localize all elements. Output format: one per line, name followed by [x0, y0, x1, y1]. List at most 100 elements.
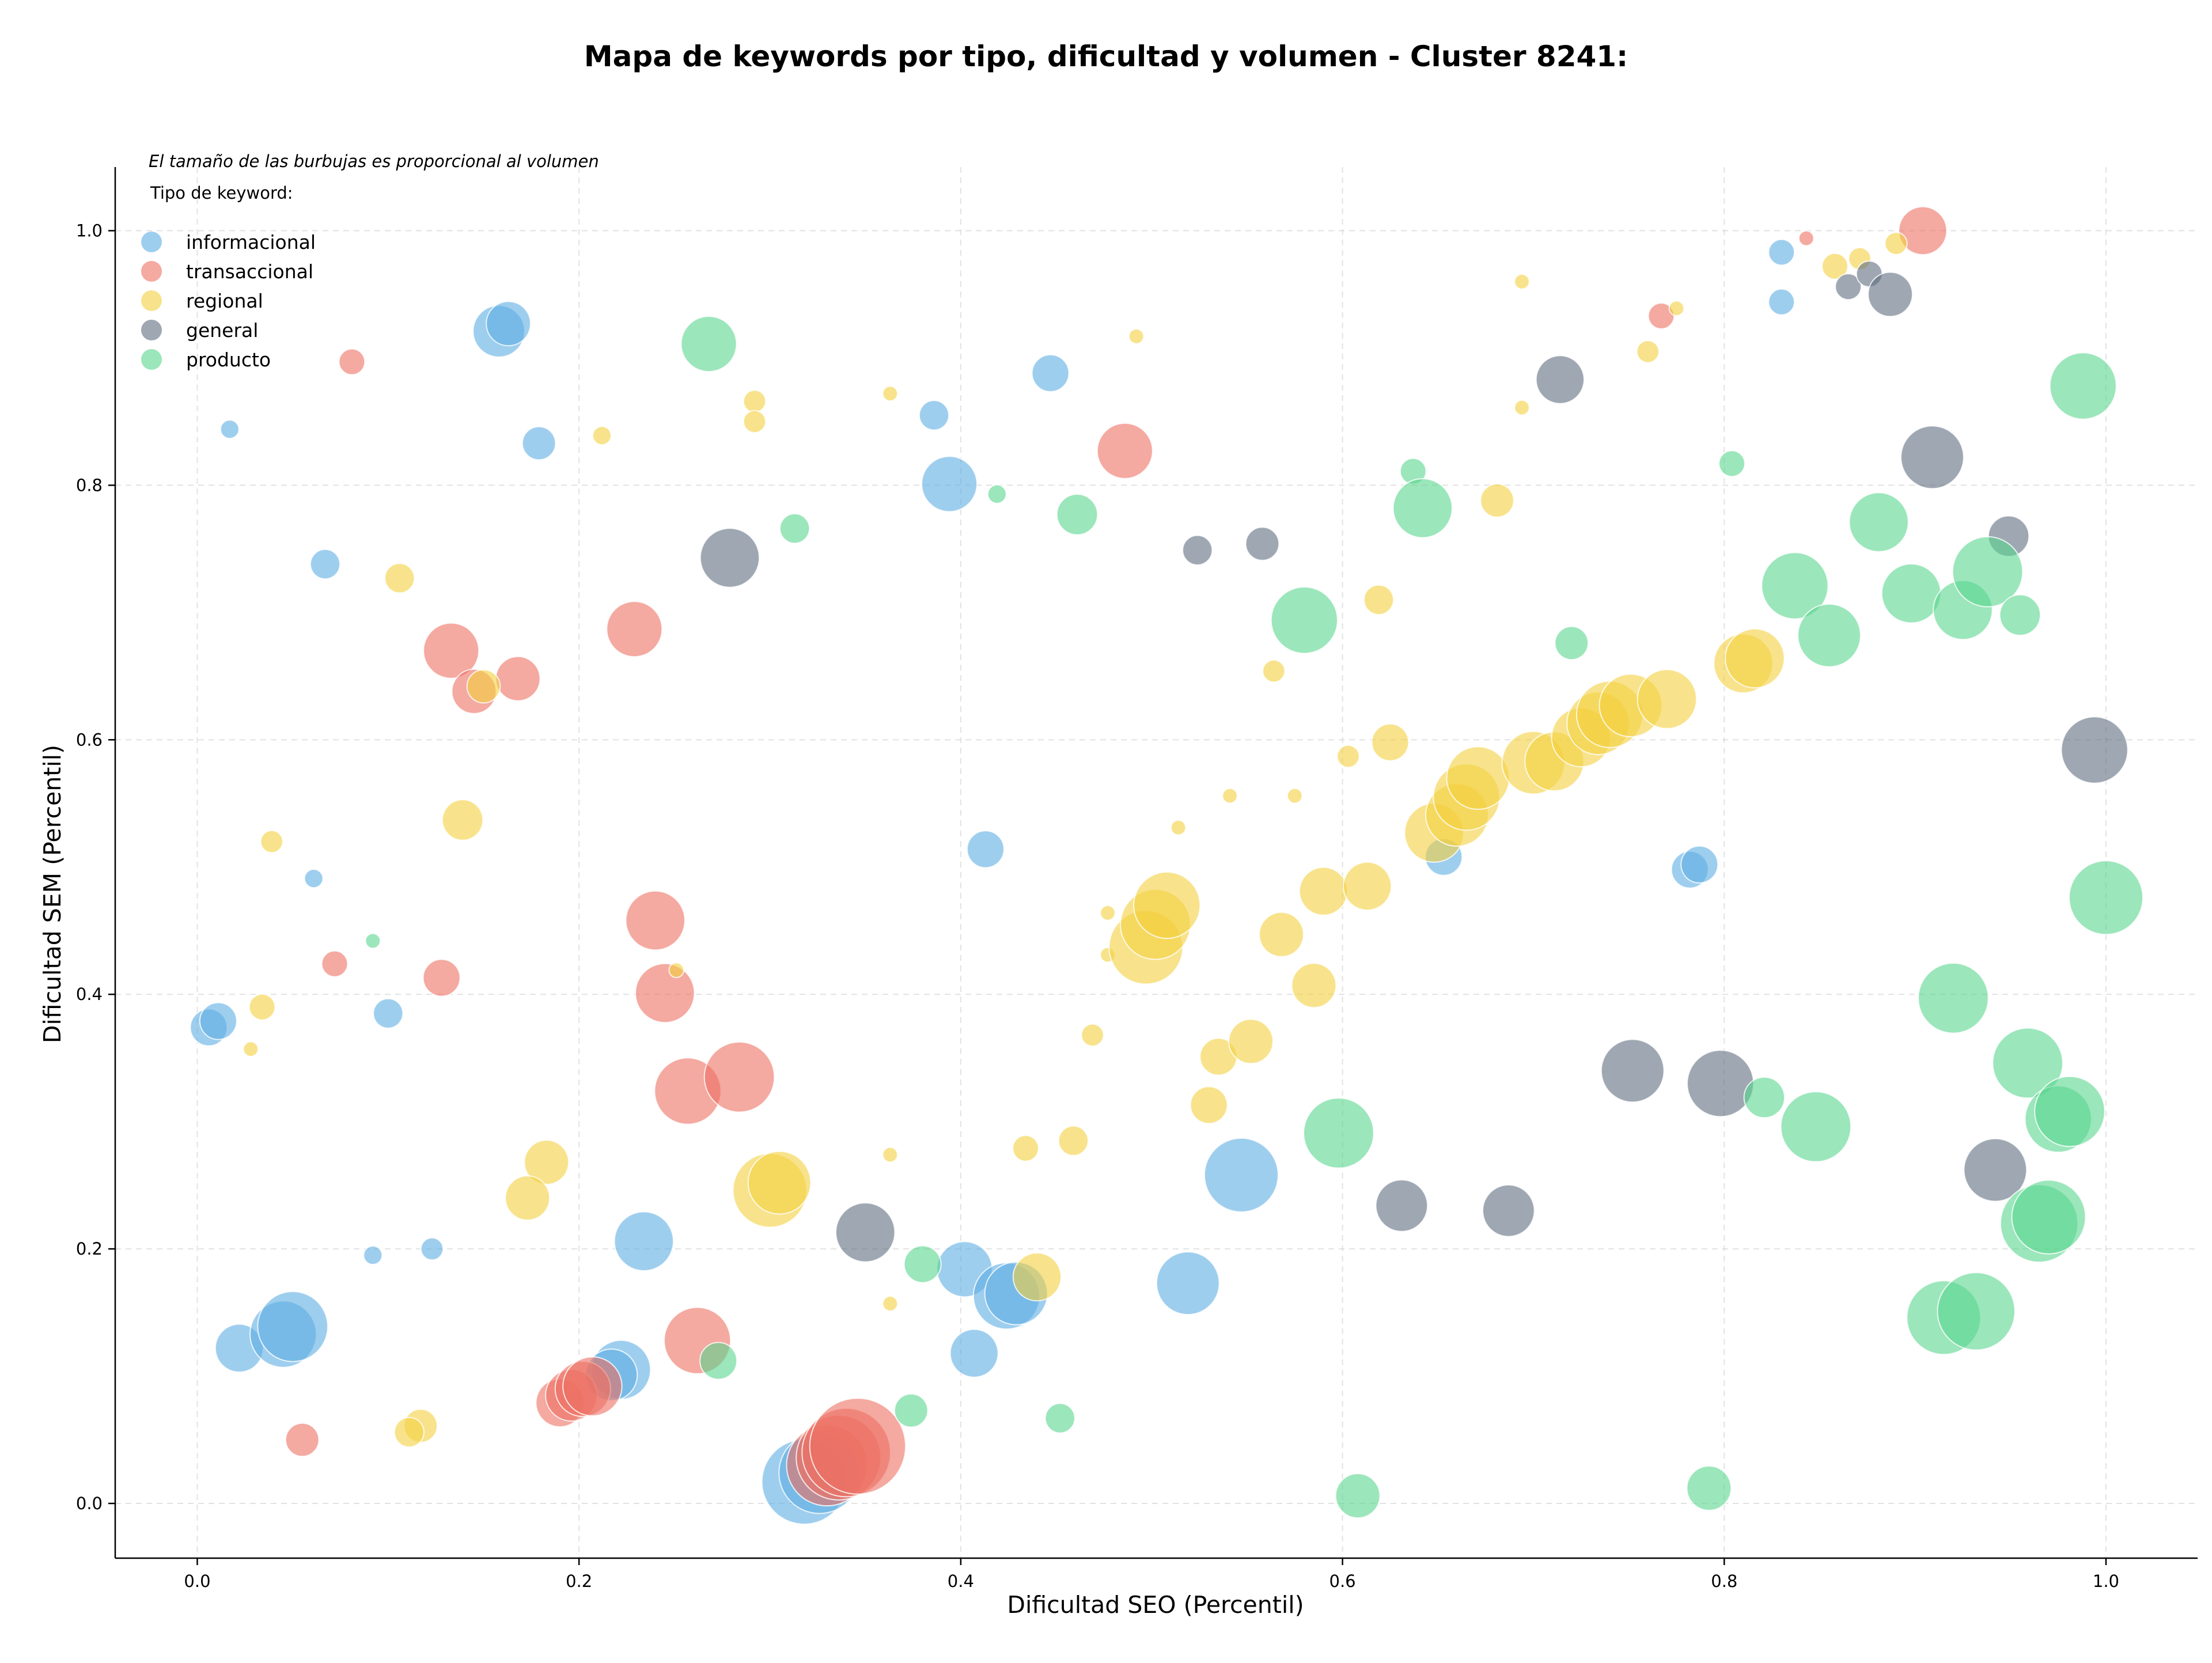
bubble-informacional — [363, 1245, 383, 1266]
bubble-regional — [1636, 340, 1660, 363]
bubble-regional — [1190, 1086, 1228, 1124]
bubble-regional — [1100, 905, 1116, 921]
bubble-general — [1900, 425, 1964, 490]
bubble-regional — [1012, 1252, 1062, 1302]
bubble-regional — [743, 410, 767, 434]
bubble-regional — [1343, 861, 1392, 911]
bubble-general — [1835, 273, 1862, 301]
bubble-regional — [441, 799, 484, 841]
bubble-regional — [1291, 963, 1337, 1009]
bubble-informacional — [1203, 1137, 1279, 1213]
bubble-general — [1687, 1050, 1755, 1117]
legend: informacional transaccional regional genera… — [141, 231, 316, 371]
bubble-informacional — [918, 400, 950, 431]
legend-title: Tipo de keyword: — [150, 183, 293, 203]
bubble-regional — [260, 829, 283, 854]
legend-marker-general — [141, 320, 162, 340]
bubble-informacional — [257, 1291, 329, 1362]
bubble-regional — [1170, 819, 1187, 836]
bubble-regional — [592, 426, 612, 446]
bubble-general — [699, 528, 760, 588]
bubble-informacional — [420, 1237, 444, 1261]
bubble-informacional — [309, 548, 341, 580]
bubble-general — [2061, 716, 2128, 784]
bubble-transaccional — [606, 601, 663, 658]
bubble-informacional — [949, 1328, 999, 1378]
bubble-regional — [1371, 723, 1410, 762]
bubble-regional — [384, 563, 415, 594]
bubble-general — [1482, 1184, 1535, 1237]
bubble-informacional — [373, 998, 404, 1029]
bubble-regional — [1286, 787, 1303, 804]
bubble-regional — [1637, 669, 1698, 729]
bubble-regional — [1222, 787, 1238, 804]
bubble-transaccional — [285, 1422, 320, 1457]
bubble-producto — [1044, 1403, 1075, 1434]
bubble-regional — [1259, 911, 1304, 957]
bubble-regional — [1480, 483, 1514, 518]
bubble-producto — [2069, 860, 2143, 935]
bubble-informacional — [1768, 288, 1796, 316]
legend-label-informacional: informacional — [186, 231, 316, 253]
x-axis-label: Dificultad SEO (Percentil) — [1007, 1591, 1304, 1619]
bubble-transaccional — [625, 890, 685, 951]
bubble-producto — [1743, 1077, 1786, 1119]
y-tick-label: 0.0 — [76, 1494, 103, 1513]
legend-label-transaccional: transaccional — [186, 260, 313, 283]
bubble-transaccional — [635, 963, 695, 1024]
bubble-producto — [1918, 963, 1989, 1034]
bubble-regional — [1363, 584, 1395, 615]
bubble-producto — [2049, 352, 2117, 420]
bubble-producto — [1999, 594, 2041, 636]
bubble-informacional — [1680, 845, 1719, 884]
y-tick-label: 0.8 — [76, 475, 103, 495]
bubble-general — [835, 1202, 896, 1263]
bubble-transaccional — [1898, 206, 1948, 256]
bubble-informacional — [921, 456, 978, 513]
x-tick-label: 0.8 — [1711, 1571, 1737, 1591]
bubble-producto — [1554, 626, 1589, 661]
bubble-producto — [1303, 1097, 1374, 1169]
bubble-producto — [365, 933, 381, 949]
y-tick-label: 1.0 — [76, 221, 103, 240]
bubble-regional — [747, 1150, 812, 1215]
bubble-informacional — [219, 419, 240, 440]
bubble-producto — [1937, 1272, 2016, 1351]
bubble-general — [1535, 355, 1585, 404]
bubble-regional — [243, 1041, 259, 1057]
bubble-informacional — [199, 1002, 237, 1040]
bubble-producto — [987, 484, 1007, 504]
bubble-general — [1868, 271, 1913, 317]
bubble-regional — [466, 669, 501, 704]
bubble-producto — [1718, 450, 1745, 478]
legend-marker-informacional — [141, 232, 162, 252]
bubble-transaccional — [562, 1356, 623, 1416]
bubble-informacional — [1156, 1251, 1220, 1316]
legend-label-general: general — [186, 319, 258, 342]
bubble-producto — [1686, 1465, 1732, 1511]
bubble-informacional — [304, 869, 324, 889]
bubble-producto — [1881, 563, 1942, 624]
bubble-transaccional — [1647, 302, 1675, 329]
bubble-informacional — [966, 830, 1005, 869]
bubble-transaccional — [1798, 230, 1815, 247]
bubble-regional — [1725, 628, 1785, 689]
bubble-regional — [668, 962, 684, 978]
bubble-informacional — [521, 426, 556, 461]
bubble-producto — [1849, 492, 1909, 552]
bubble-producto — [1952, 536, 2024, 608]
bubble-regional — [505, 1175, 551, 1221]
bubble-informacional — [486, 301, 531, 347]
bubble-regional — [882, 1295, 899, 1312]
legend-label-regional: regional — [186, 290, 263, 312]
bubble-regional — [1262, 659, 1286, 683]
bubble-transaccional — [321, 950, 349, 978]
legend-marker-producto — [141, 349, 162, 370]
bubble-producto — [2011, 1179, 2086, 1255]
bubble-transaccional — [495, 656, 541, 702]
y-axis-label: Dificultad SEM (Percentil) — [39, 745, 66, 1043]
bubble-producto — [893, 1393, 929, 1428]
bubble-general — [1963, 1138, 2028, 1202]
bubble-transaccional — [338, 348, 366, 376]
